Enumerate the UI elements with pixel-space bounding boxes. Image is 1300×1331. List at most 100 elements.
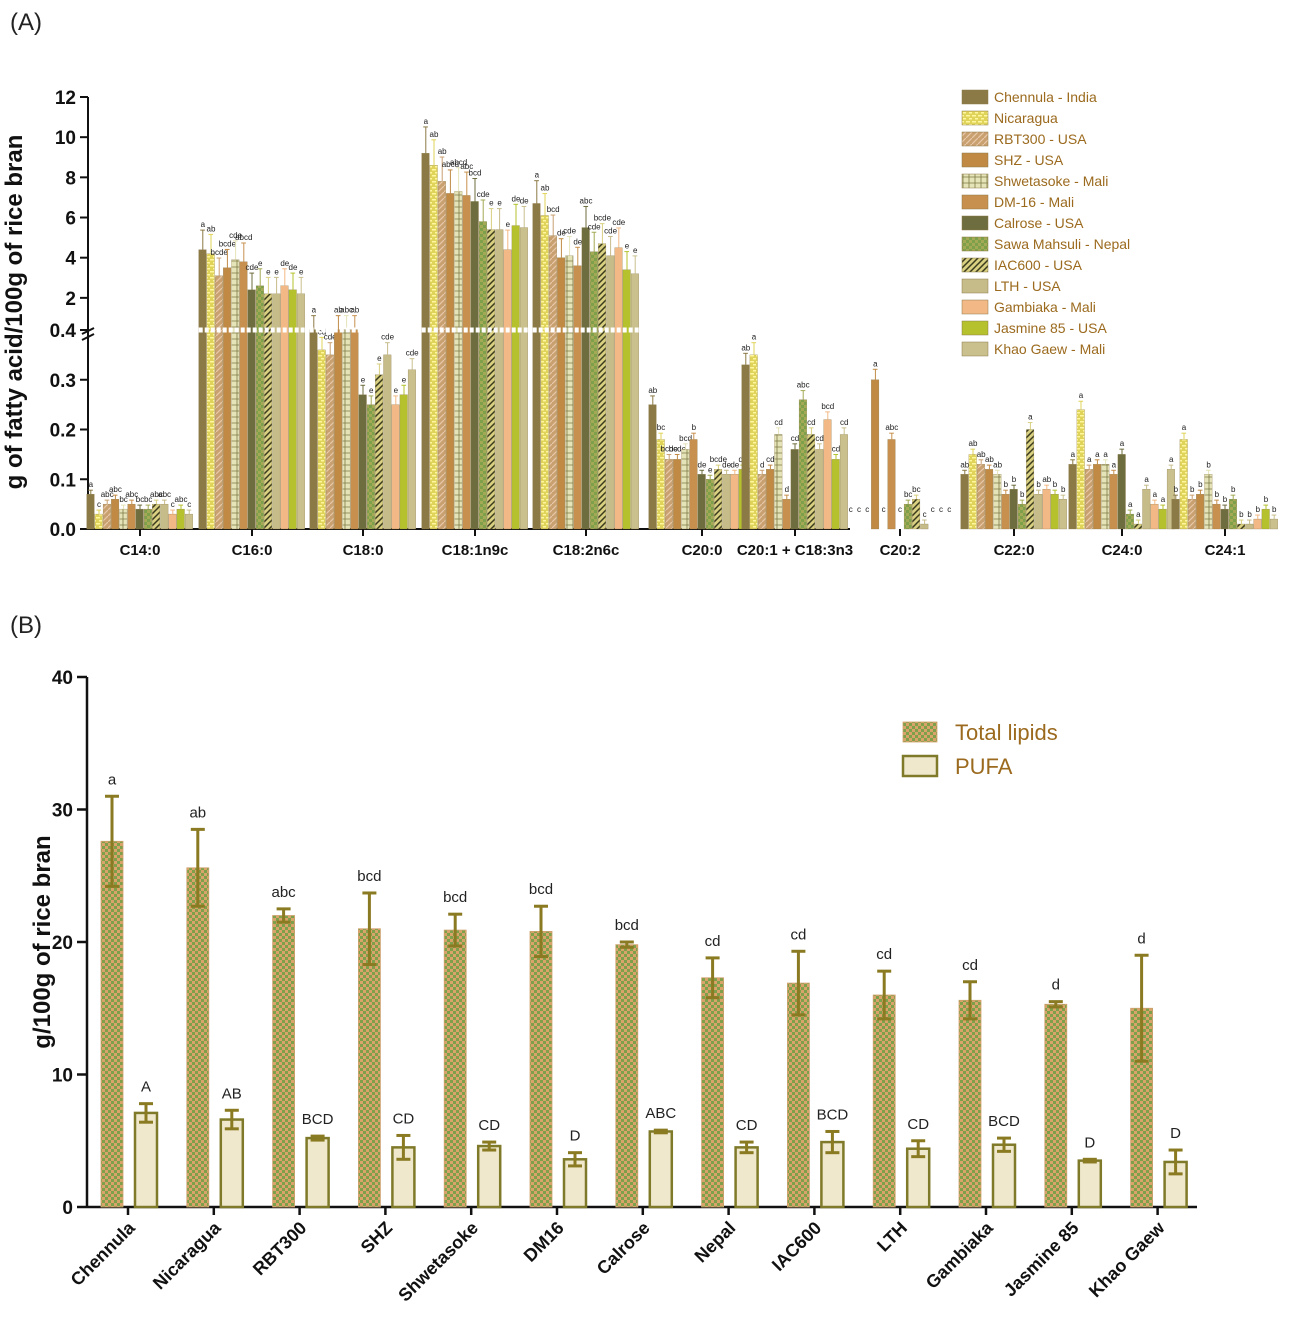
significance-label: a: [752, 333, 757, 342]
bar: [135, 508, 144, 530]
bar: [1009, 489, 1018, 530]
significance-label: bcde: [594, 214, 612, 223]
bar: [476, 1144, 502, 1209]
bar: [1237, 523, 1246, 530]
bar: [214, 275, 223, 530]
significance-label: a: [312, 306, 317, 315]
category-label: SHZ: [357, 1218, 397, 1258]
significance-label: BCD: [988, 1113, 1020, 1130]
bar: [152, 503, 161, 530]
bar: [606, 255, 615, 530]
significance-label: de: [520, 196, 529, 205]
bar: [454, 191, 463, 530]
bar: [102, 503, 111, 530]
legend-swatch: [961, 173, 989, 189]
bar: [1084, 469, 1093, 530]
significance-label: bcd: [357, 868, 381, 885]
significance-label: e: [258, 259, 263, 268]
bar: [1044, 1003, 1068, 1208]
bar: [111, 498, 120, 530]
y-tick-label: 0.2: [50, 421, 76, 442]
bar: [912, 498, 921, 530]
significance-label: abc: [272, 884, 297, 901]
significance-label: bc: [912, 485, 920, 494]
bar: [391, 404, 400, 530]
significance-label: c: [939, 505, 943, 514]
bar: [798, 399, 807, 530]
significance-label: abc: [125, 490, 138, 499]
significance-label: cde: [563, 227, 576, 236]
bar: [1245, 523, 1254, 530]
bar: [1077, 1159, 1103, 1209]
significance-label: CD: [907, 1116, 929, 1133]
bar: [133, 1111, 159, 1209]
significance-label: abc: [340, 306, 353, 315]
significance-label: c: [171, 500, 175, 509]
significance-label: b: [1061, 485, 1066, 494]
bar: [305, 1136, 330, 1209]
significance-label: AB: [222, 1085, 242, 1102]
significance-label: a: [535, 171, 540, 180]
significance-label: a: [873, 359, 878, 368]
legend-swatch: [961, 194, 989, 210]
bar: [470, 201, 479, 530]
significance-label: de: [573, 237, 582, 246]
significance-label: bcd: [529, 881, 553, 898]
significance-label: c: [849, 505, 853, 514]
significance-label: bcd: [443, 889, 467, 906]
significance-label: a: [1144, 475, 1149, 484]
category-label: RBT300: [249, 1218, 311, 1280]
significance-label: cde: [229, 231, 242, 240]
significance-label: b: [1256, 505, 1261, 514]
bar: [358, 394, 367, 530]
legend-swatch: [961, 131, 989, 147]
bar: [421, 153, 430, 530]
significance-label: cd: [807, 418, 815, 427]
bar: [976, 464, 985, 530]
legend-swatch: [961, 341, 989, 357]
significance-label: abc: [797, 381, 810, 390]
significance-label: bc: [119, 495, 127, 504]
bar: [272, 915, 296, 1208]
significance-label: d: [1137, 930, 1145, 947]
significance-label: cde: [324, 333, 337, 342]
significance-label: CD: [736, 1117, 758, 1134]
legend-swatch: [961, 236, 989, 252]
bar: [782, 498, 791, 530]
bar: [1261, 508, 1270, 530]
bar: [357, 928, 381, 1208]
category-label: C24:1: [1205, 542, 1246, 559]
significance-label: a: [1071, 450, 1076, 459]
bar: [648, 1130, 674, 1209]
legend-swatch: [961, 320, 989, 336]
bar: [722, 474, 731, 530]
bar: [1269, 518, 1278, 530]
bar: [1253, 518, 1262, 530]
bar: [701, 977, 724, 1208]
significance-label: ab: [648, 386, 657, 395]
bar: [831, 459, 840, 530]
bar: [664, 459, 673, 530]
legend-label: Chennula - India: [994, 89, 1097, 105]
legend-label: Khao Gaew - Mali: [994, 341, 1105, 357]
significance-label: abc: [158, 490, 171, 499]
significance-label: cde: [477, 190, 490, 199]
significance-label: e: [369, 386, 374, 395]
significance-label: D: [570, 1128, 581, 1145]
bar: [557, 257, 566, 530]
bar: [206, 253, 215, 530]
significance-label: ab: [985, 455, 994, 464]
legend-label: Sawa Mahsuli - Nepal: [994, 236, 1130, 252]
bar: [219, 1118, 245, 1209]
bar: [223, 267, 232, 530]
bar: [407, 369, 416, 530]
category-label: Calrose: [593, 1218, 654, 1279]
y-tick-label: 2: [65, 289, 76, 310]
bar: [160, 503, 169, 530]
significance-label: ab: [993, 460, 1002, 469]
bar: [86, 494, 95, 530]
bar: [648, 404, 657, 530]
significance-label: cd: [840, 418, 848, 427]
legend-label: PUFA: [955, 754, 1013, 779]
